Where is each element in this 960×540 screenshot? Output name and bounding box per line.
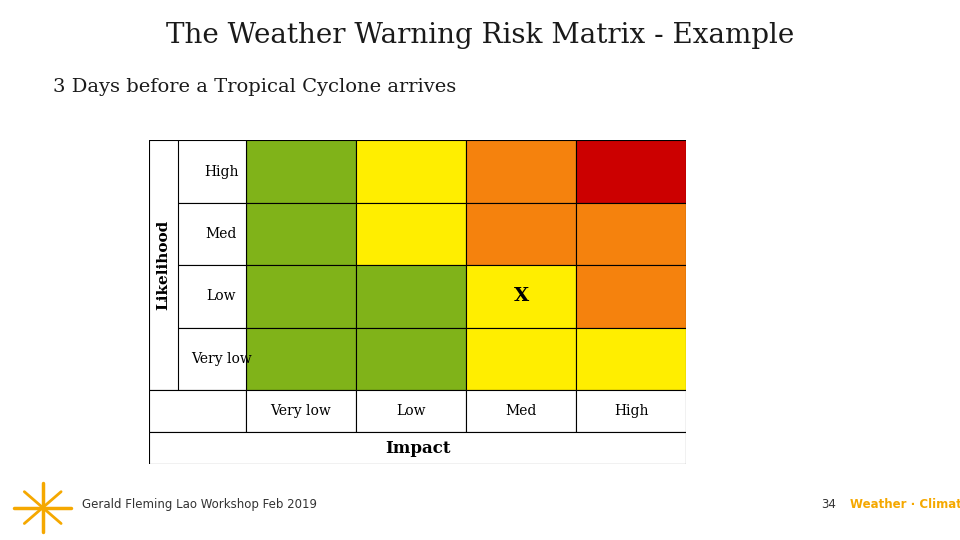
- Bar: [356, 202, 466, 265]
- Text: 34: 34: [821, 498, 835, 511]
- Bar: [466, 265, 576, 327]
- Bar: [356, 327, 466, 390]
- Bar: [149, 202, 246, 265]
- Bar: [356, 390, 466, 432]
- Text: X: X: [514, 287, 529, 305]
- Bar: [466, 327, 576, 390]
- Bar: [466, 390, 576, 432]
- Text: Very low: Very low: [191, 352, 252, 366]
- Text: Very low: Very low: [271, 404, 331, 418]
- Bar: [149, 140, 246, 202]
- Bar: [246, 265, 356, 327]
- Bar: [356, 265, 466, 327]
- Text: Likelihood: Likelihood: [156, 220, 170, 310]
- Bar: [149, 432, 686, 464]
- Bar: [246, 390, 356, 432]
- Text: High: High: [204, 165, 239, 179]
- Bar: [466, 140, 576, 202]
- Text: Med: Med: [505, 404, 537, 418]
- Bar: [576, 202, 686, 265]
- Bar: [149, 140, 178, 390]
- Text: Gerald Fleming Lao Workshop Feb 2019: Gerald Fleming Lao Workshop Feb 2019: [82, 498, 317, 511]
- Bar: [246, 202, 356, 265]
- Text: Weather · Climate · Water: Weather · Climate · Water: [850, 498, 960, 511]
- Text: Low: Low: [396, 404, 425, 418]
- Text: Impact: Impact: [385, 440, 450, 457]
- Bar: [149, 390, 246, 432]
- Bar: [576, 265, 686, 327]
- Bar: [576, 140, 686, 202]
- Text: Med: Med: [205, 227, 237, 241]
- Bar: [246, 140, 356, 202]
- Bar: [246, 327, 356, 390]
- Text: High: High: [614, 404, 649, 418]
- Bar: [576, 390, 686, 432]
- Text: 3 Days before a Tropical Cyclone arrives: 3 Days before a Tropical Cyclone arrives: [53, 78, 456, 96]
- Bar: [576, 327, 686, 390]
- Bar: [149, 327, 246, 390]
- Text: Low: Low: [206, 289, 236, 303]
- Bar: [149, 265, 246, 327]
- Bar: [356, 140, 466, 202]
- Bar: [466, 202, 576, 265]
- Text: The Weather Warning Risk Matrix - Example: The Weather Warning Risk Matrix - Exampl…: [166, 22, 794, 49]
